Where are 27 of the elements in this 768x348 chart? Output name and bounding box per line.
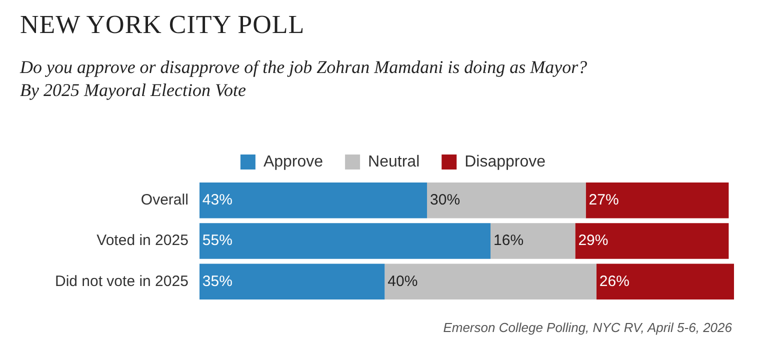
text: Emerson College Polling, NYC RV, April 5-6, 2026 xyxy=(443,320,732,335)
bar xyxy=(427,182,586,218)
bar xyxy=(384,264,596,300)
data-label: 16% xyxy=(494,232,524,250)
legend-label: Neutral xyxy=(368,153,420,170)
chart-title: NEW YORK CITY POLL xyxy=(20,10,305,40)
bar xyxy=(490,223,576,259)
data-label: 40% xyxy=(388,272,418,290)
bar xyxy=(575,223,729,259)
data-label: 55% xyxy=(202,232,232,250)
y-tick-label: Did not vote in 2025 xyxy=(54,272,188,290)
data-label: 43% xyxy=(202,191,232,208)
bar xyxy=(199,182,428,218)
bar xyxy=(596,264,734,300)
legend-label: Approve xyxy=(263,153,324,170)
data-label: 29% xyxy=(578,232,608,250)
data-label: 27% xyxy=(588,191,619,208)
bar xyxy=(586,182,729,218)
y-tick-label: Overall xyxy=(140,191,188,208)
data-label: 26% xyxy=(599,272,630,290)
chart-subtitle: Do you approve or disapprove of the job Zohran Mamdani is doing as Mayor? By 2025 Mayoral Election Vote xyxy=(20,56,588,102)
legend-label: Disapprove xyxy=(464,153,546,170)
data-label: 30% xyxy=(430,191,460,208)
bar xyxy=(199,223,491,259)
data-label: 35% xyxy=(202,272,232,290)
bar xyxy=(199,264,385,300)
y-tick-label: Voted in 2025 xyxy=(96,232,188,250)
